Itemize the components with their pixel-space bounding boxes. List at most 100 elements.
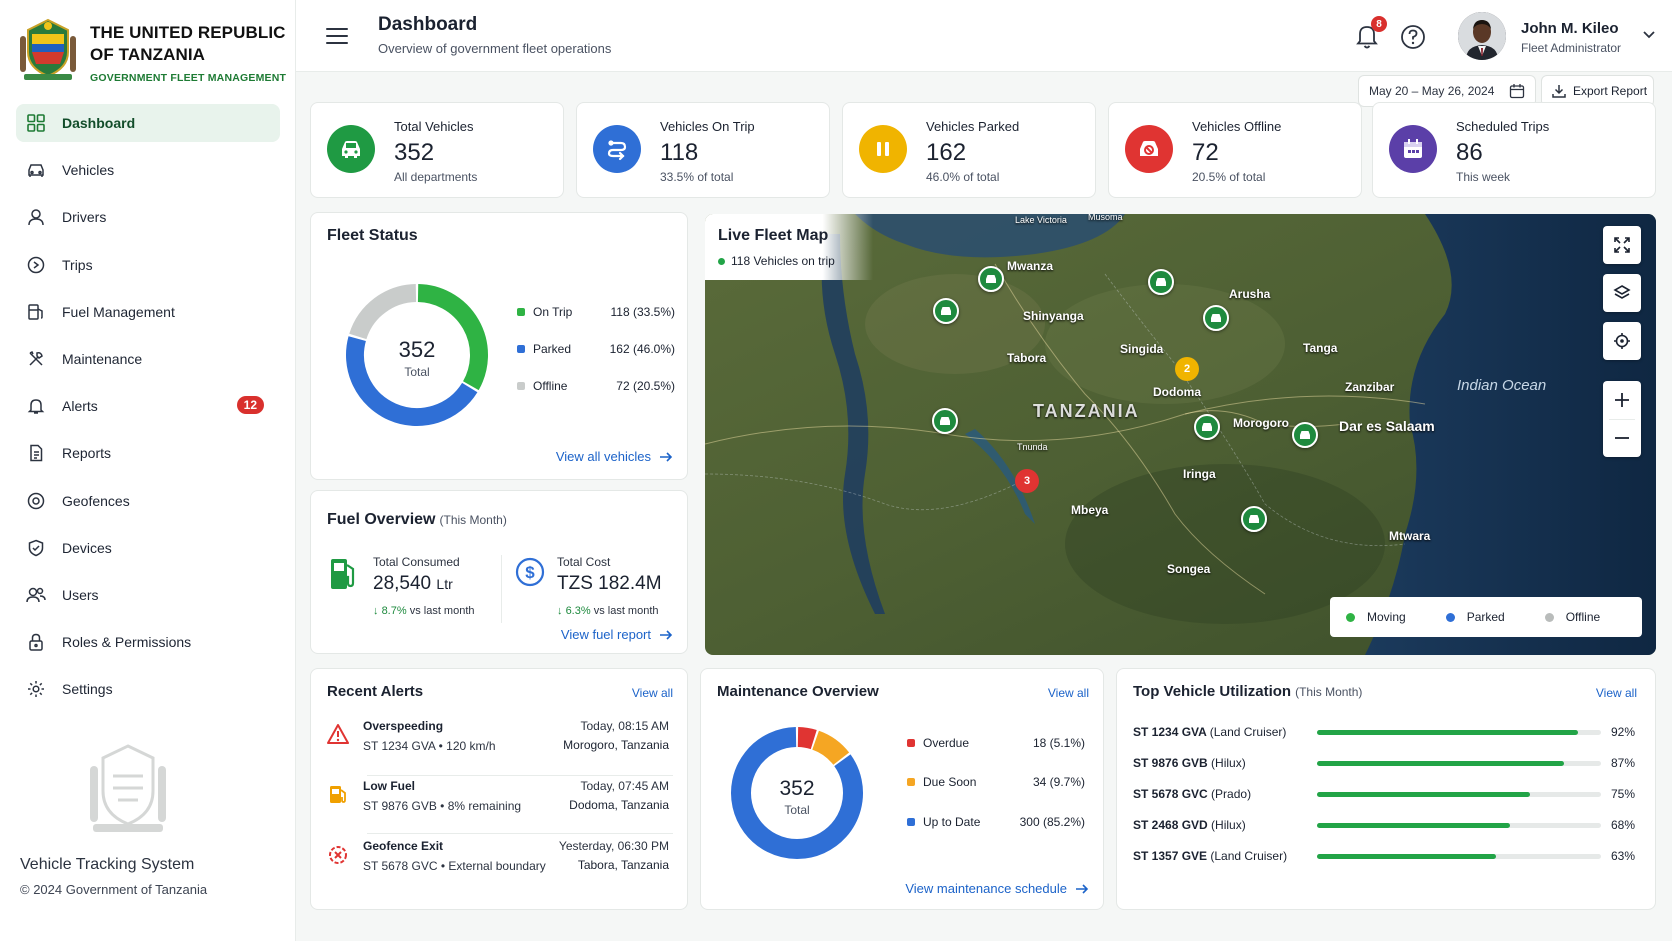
donut-segment-due-soon[interactable] (811, 730, 850, 766)
date-range-picker[interactable]: May 20 – May 26, 2024 (1358, 75, 1536, 107)
vehicle-marker-moving[interactable] (1194, 414, 1220, 440)
zoom-out-button[interactable] (1603, 419, 1641, 457)
coat-of-arms-emblem (20, 18, 76, 80)
stat-card-vehicles-parked[interactable]: Vehicles Parked 162 46.0% of total (842, 102, 1096, 198)
sidebar-item-reports[interactable]: Reports (16, 434, 280, 472)
sidebar-item-geofences[interactable]: Geofences (16, 482, 280, 520)
trend-down-icon: ↓ (557, 605, 566, 617)
legend-label: On Trip (533, 305, 573, 319)
fuel-icon (26, 302, 46, 322)
sidebar-item-devices[interactable]: Devices (16, 529, 280, 567)
utilization-bar-track (1317, 854, 1601, 859)
vehicle-model: (Prado) (1211, 787, 1252, 801)
utilization-row[interactable]: ST 9876 GVB (Hilux) 87% (1133, 754, 1635, 774)
utilization-bar-fill (1317, 792, 1530, 797)
map-label: Iringa (1183, 467, 1216, 481)
notifications-bell-icon[interactable] (1354, 22, 1380, 50)
view-maintenance-schedule-link[interactable]: View maintenance schedule (905, 881, 1089, 896)
arrow-right-icon (660, 629, 673, 640)
expand-icon (1614, 237, 1630, 253)
donut-segment-up-to-date[interactable] (731, 727, 863, 859)
fleet-total-label: Total (404, 365, 430, 379)
coat-of-arms-watermark (90, 744, 166, 832)
geofence-icon (26, 491, 46, 511)
plate-number: ST 5678 GVC (1133, 787, 1208, 801)
sidebar-item-fuel-management[interactable]: Fuel Management (16, 293, 280, 331)
locate-button[interactable] (1603, 322, 1641, 360)
maintenance-overview-card: Maintenance Overview View all 352 Total … (700, 668, 1104, 910)
vehicle-marker-moving[interactable] (932, 408, 958, 434)
zoom-in-button[interactable] (1603, 381, 1641, 419)
view-all-vehicles-link[interactable]: View all vehicles (556, 449, 673, 464)
sidebar-item-label: Users (62, 586, 99, 603)
legend-overdue: Overdue (907, 736, 969, 750)
sidebar: THE UNITED REPUBLIC OF TANZANIA GOVERNME… (0, 0, 296, 941)
fullscreen-button[interactable] (1603, 226, 1641, 264)
brand-subtitle: GOVERNMENT FLEET MANAGEMENT (90, 72, 287, 84)
alert-type: Geofence Exit (363, 839, 444, 853)
legend-label: Parked (533, 342, 572, 356)
live-fleet-map[interactable]: Live Fleet Map 118 Vehicles on trip Lake… (705, 214, 1656, 655)
map-label: Morogoro (1233, 416, 1289, 430)
donut-segment-offline[interactable] (349, 284, 417, 340)
sidebar-item-drivers[interactable]: Drivers (16, 198, 280, 236)
stat-card-vehicles-on-trip[interactable]: Vehicles On Trip 118 33.5% of total (576, 102, 830, 198)
stat-card-total-vehicles[interactable]: Total Vehicles 352 All departments (310, 102, 564, 198)
map-layers-button[interactable] (1603, 274, 1641, 312)
vehicle-marker-moving[interactable] (978, 266, 1004, 292)
sidebar-item-trips[interactable]: Trips (16, 246, 280, 284)
utilization-view-all-link[interactable]: View all (1595, 686, 1637, 700)
sidebar-item-vehicles[interactable]: Vehicles (16, 151, 280, 189)
utilization-bar-track (1317, 823, 1601, 828)
minus-icon (1615, 437, 1629, 439)
sidebar-item-alerts[interactable]: Alerts 12 (16, 387, 280, 425)
alerts-view-all-link[interactable]: View all (631, 686, 673, 700)
legend-parked: Parked (517, 342, 571, 356)
vehicle-cluster-offline[interactable]: 3 (1015, 469, 1039, 493)
legend-swatch (517, 345, 525, 353)
utilization-row[interactable]: ST 1357 GVE (Land Cruiser) 63% (1133, 847, 1635, 867)
vehicle-cluster-parked[interactable]: 2 (1175, 357, 1199, 381)
vehicle-marker-moving[interactable] (1292, 422, 1318, 448)
alert-item[interactable]: Geofence Exit ST 5678 GVC • External bou… (327, 835, 669, 891)
vehicle-marker-moving[interactable] (1148, 269, 1174, 295)
chevron-down-icon[interactable] (1642, 30, 1656, 40)
sidebar-item-settings[interactable]: Settings (16, 670, 280, 708)
donut-segment-on-trip[interactable] (417, 284, 488, 391)
hamburger-menu-icon[interactable] (326, 26, 348, 46)
total-cost-value: TZS 182.4M (557, 573, 662, 594)
alert-item[interactable]: Low Fuel ST 9876 GVB • 8% remaining Toda… (327, 775, 669, 831)
stat-label: Vehicles Parked (926, 119, 1020, 134)
sidebar-item-maintenance[interactable]: Maintenance (16, 340, 280, 378)
help-icon[interactable] (1400, 24, 1426, 50)
donut-segment-overdue[interactable] (797, 727, 817, 750)
sidebar-item-dashboard[interactable]: Dashboard (16, 104, 280, 142)
utilization-percent: 68% (1610, 818, 1635, 832)
alert-type: Overspeeding (363, 719, 444, 733)
utilization-row[interactable]: ST 2468 GVD (Hilux) 68% (1133, 816, 1635, 836)
stat-card-vehicles-offline[interactable]: Vehicles Offline 72 20.5% of total (1108, 102, 1362, 198)
car-icon (1156, 278, 1166, 286)
vehicle-marker-moving[interactable] (933, 298, 959, 324)
user-avatar[interactable] (1458, 12, 1506, 60)
donut-segment-parked[interactable] (346, 336, 478, 426)
utilization-row[interactable]: ST 5678 GVC (Prado) 75% (1133, 785, 1635, 805)
sidebar-item-roles-permissions[interactable]: Roles & Permissions (16, 623, 280, 661)
vehicle-marker-moving[interactable] (1241, 506, 1267, 532)
offline-car-icon (1125, 125, 1173, 173)
sidebar-item-label: Dashboard (62, 115, 136, 131)
maintenance-view-all-link[interactable]: View all (1047, 686, 1089, 700)
system-name: Vehicle Tracking System (20, 856, 195, 873)
bell-icon (26, 396, 46, 416)
svg-text:$: $ (525, 563, 535, 582)
stat-card-scheduled-trips[interactable]: Scheduled Trips 86 This week (1372, 102, 1656, 198)
vehicle-model: (Land Cruiser) (1209, 725, 1287, 739)
view-fuel-report-link[interactable]: View fuel report (561, 627, 673, 642)
vehicle-marker-moving[interactable] (1203, 305, 1229, 331)
sidebar-item-users[interactable]: Users (16, 576, 280, 614)
sidebar-item-label: Geofences (62, 492, 130, 509)
link-label: View fuel report (560, 627, 651, 642)
utilization-row[interactable]: ST 1234 GVA (Land Cruiser) 92% (1133, 723, 1635, 743)
export-report-button[interactable]: Export Report (1541, 75, 1654, 107)
alert-item[interactable]: Overspeeding ST 1234 GVA • 120 km/h Toda… (327, 715, 669, 771)
